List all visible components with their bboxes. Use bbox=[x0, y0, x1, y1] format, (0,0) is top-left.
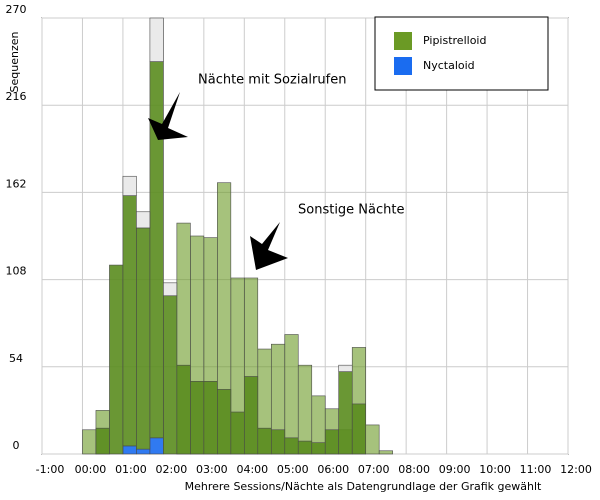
bar bbox=[338, 364, 353, 372]
bar bbox=[190, 381, 205, 455]
y-tick-label: 108 bbox=[6, 265, 27, 278]
bar bbox=[136, 448, 151, 455]
annotation: Nächte mit Sozialrufen bbox=[198, 73, 346, 88]
y-axis-label: Sequenzen bbox=[8, 31, 21, 92]
bar bbox=[324, 429, 340, 455]
bar bbox=[203, 381, 218, 455]
bar bbox=[149, 61, 164, 439]
legend-swatch bbox=[394, 57, 412, 75]
x-tick-label: 11:00 bbox=[520, 463, 552, 476]
x-tick-label: 09:00 bbox=[439, 463, 471, 476]
bar bbox=[136, 227, 151, 450]
arrow bbox=[148, 92, 188, 140]
bar bbox=[284, 437, 299, 455]
bar bbox=[122, 195, 137, 447]
bar bbox=[217, 389, 232, 455]
x-tick-label: 01:00 bbox=[115, 463, 147, 476]
bar bbox=[109, 264, 124, 455]
annotation: Sonstige Nächte bbox=[298, 203, 404, 218]
x-tick-label: 12:00 bbox=[560, 463, 592, 476]
bar bbox=[149, 437, 164, 455]
bar bbox=[163, 295, 178, 455]
bar bbox=[136, 211, 151, 229]
x-tick-label: 05:00 bbox=[277, 463, 309, 476]
bar bbox=[338, 371, 353, 455]
x-tick-label: -1:00 bbox=[36, 463, 65, 476]
bar bbox=[163, 282, 178, 297]
x-tick-label: 08:00 bbox=[398, 463, 430, 476]
bar bbox=[244, 376, 259, 455]
bar bbox=[257, 427, 272, 455]
bar bbox=[284, 334, 299, 455]
legend-label: Nyctaloid bbox=[423, 59, 475, 72]
legend-swatch bbox=[394, 32, 412, 50]
x-tick-label: 06:00 bbox=[317, 463, 349, 476]
x-tick-label: 07:00 bbox=[358, 463, 390, 476]
bar bbox=[297, 364, 313, 455]
bar bbox=[378, 450, 393, 455]
x-tick-label: 02:00 bbox=[156, 463, 188, 476]
bar bbox=[297, 440, 313, 455]
x-tick-label: 10:00 bbox=[479, 463, 511, 476]
x-axis-label: Mehrere Sessions/Nächte als Datengrundla… bbox=[185, 480, 542, 493]
arrow bbox=[250, 222, 288, 270]
x-tick-label: 04:00 bbox=[236, 463, 268, 476]
y-tick-label: 216 bbox=[6, 90, 27, 103]
legend-label: Pipistrelloid bbox=[423, 34, 486, 47]
bar bbox=[311, 442, 326, 455]
bar bbox=[365, 424, 380, 455]
y-tick-label: 270 bbox=[6, 3, 27, 16]
legend bbox=[374, 16, 549, 91]
bar bbox=[270, 429, 286, 455]
bar bbox=[351, 403, 366, 455]
y-tick-label: 162 bbox=[6, 177, 27, 190]
bar bbox=[230, 411, 245, 455]
bar bbox=[149, 17, 164, 62]
y-tick-label: 54 bbox=[9, 352, 23, 365]
x-tick-label: 03:00 bbox=[196, 463, 228, 476]
y-tick-label: 0 bbox=[13, 439, 20, 452]
bar bbox=[122, 445, 137, 455]
bar bbox=[82, 429, 97, 455]
bar bbox=[122, 175, 137, 196]
bar bbox=[176, 364, 191, 455]
bar bbox=[95, 427, 110, 455]
x-tick-label: 00:00 bbox=[75, 463, 107, 476]
